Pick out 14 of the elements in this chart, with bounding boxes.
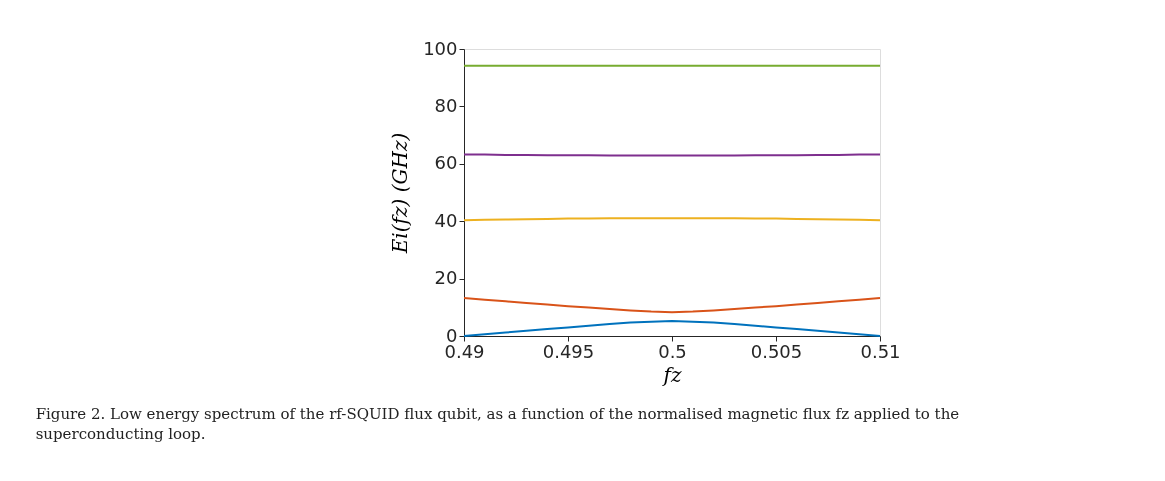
line-series xyxy=(463,297,881,314)
y-tick-label: 40 xyxy=(434,209,458,231)
y-tick-label: 0 xyxy=(446,324,458,346)
y-tick-label: 20 xyxy=(434,267,458,289)
y-tick-label: 80 xyxy=(434,94,458,116)
y-tick-label: 100 xyxy=(423,37,458,59)
x-tick-label: 0.51 xyxy=(860,340,901,362)
y-tick-label: 60 xyxy=(434,152,458,174)
x-tick-label: 0.5 xyxy=(658,340,687,362)
x-tick-label: 0.495 xyxy=(542,340,595,362)
x-axis-title: fz xyxy=(661,362,682,387)
y-axis-title: Ei(fz) (GHz) xyxy=(388,132,413,255)
caption: Figure 2. Low energy spectrum of the rf-SQUID flux qubit, as a function of the normalised magnetic flux fz applied to the superconducting loop. xyxy=(35,405,960,443)
x-tick-label: 0.505 xyxy=(750,340,803,362)
